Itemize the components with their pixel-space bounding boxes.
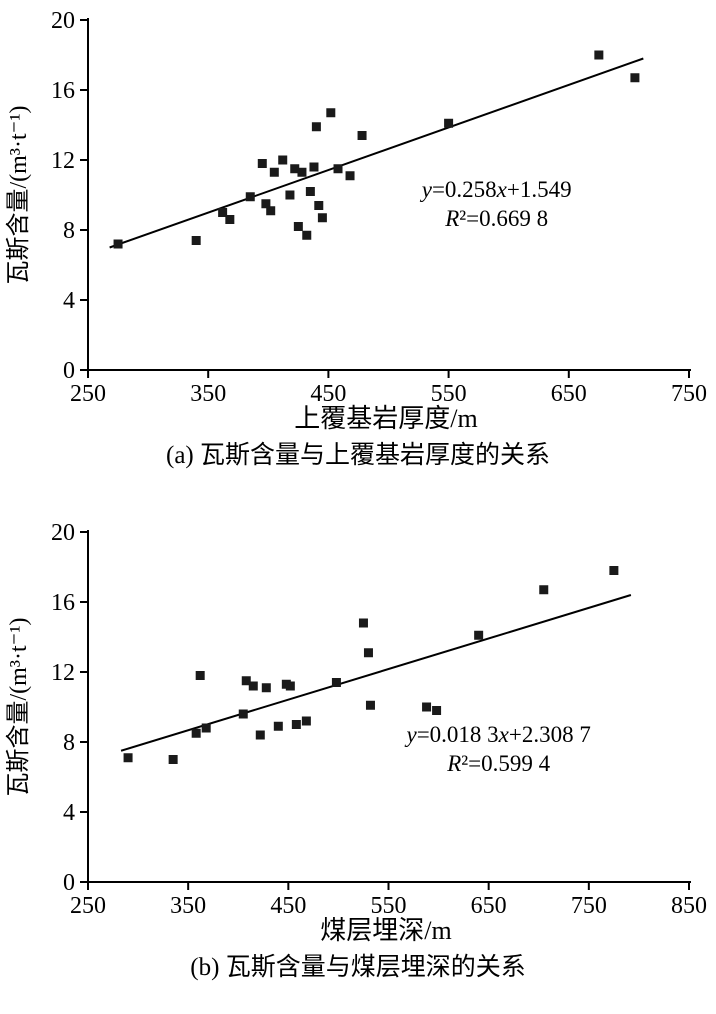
data-point [261, 199, 271, 209]
y-tick-label: 4 [63, 800, 75, 826]
x-tick-label: 350 [190, 381, 226, 402]
data-point [248, 681, 258, 691]
data-point [474, 630, 484, 640]
chart-a-caption: (a) 瓦斯含量与上覆基岩厚度的关系 [166, 442, 550, 469]
x-tick-label: 450 [270, 893, 306, 914]
data-point [630, 73, 640, 83]
x-tick-label: 350 [170, 893, 206, 914]
y-tick-label: 16 [51, 590, 75, 616]
y-tick-label: 20 [51, 520, 75, 546]
y-tick-label: 4 [63, 288, 75, 314]
data-point [539, 585, 549, 595]
data-point [302, 230, 312, 240]
data-point [290, 164, 300, 174]
data-point [357, 131, 367, 140]
data-point [241, 676, 251, 686]
y-axis-title: 瓦斯含量/(m³·t⁻¹) [5, 105, 32, 284]
chart-a-plot-area: 0 4 8 12 16 20 250 350 450 550 650 750 瓦斯含量/(m³·t⁻¹)… [5, 8, 707, 402]
x-tick-label: 650 [551, 381, 587, 402]
y-axis-title: 瓦斯含量/(m³·t⁻¹) [5, 617, 32, 796]
data-point [278, 155, 288, 165]
data-point [195, 671, 205, 680]
equation-label: y=0.018 3x+2.308 7 [404, 722, 590, 747]
data-point [311, 122, 321, 132]
y-tick-label: 20 [51, 8, 75, 34]
x-tick-label: 250 [70, 893, 106, 914]
chart-b-x-axis-title: 煤层埋深/m [320, 916, 452, 945]
x-tick-label: 550 [371, 893, 407, 914]
x-tick-label: 550 [431, 381, 467, 402]
y-tick-label: 8 [63, 730, 75, 756]
data-point [291, 720, 301, 729]
data-point [191, 236, 201, 245]
data-point [225, 215, 235, 224]
r-squared-label: R²=0.599 4 [446, 751, 550, 776]
y-tick-label: 0 [63, 870, 75, 896]
data-point [594, 50, 604, 60]
data-point [309, 162, 319, 172]
data-point [363, 648, 373, 658]
data-point [273, 721, 283, 731]
data-point [113, 239, 123, 249]
data-point [333, 164, 343, 174]
data-point [261, 683, 271, 693]
data-point [444, 118, 454, 128]
data-point [317, 213, 327, 223]
data-point [422, 702, 432, 712]
data-point [305, 187, 315, 196]
trend-line [109, 57, 644, 249]
chart-b-plot-area: 0 4 8 12 16 20 250 350 450 550 650 750 850 瓦斯含量/(m³·t… [5, 520, 707, 914]
x-tick-label: 250 [70, 381, 106, 402]
data-point [314, 201, 324, 210]
data-point [365, 700, 375, 710]
x-tick-label: 750 [571, 893, 607, 914]
data-point [285, 681, 295, 691]
x-tick-label: 750 [671, 381, 707, 402]
data-point [266, 206, 276, 216]
data-point [297, 167, 307, 177]
data-point [609, 566, 619, 575]
x-tick-label: 850 [671, 893, 707, 914]
data-point [326, 108, 336, 118]
data-point [269, 167, 279, 177]
y-tick-label: 12 [51, 148, 75, 174]
data-point [301, 716, 311, 726]
chart-b-caption: (b) 瓦斯含量与煤层埋深的关系 [190, 954, 526, 981]
data-point [358, 618, 368, 628]
data-point [123, 753, 133, 763]
data-point [255, 730, 265, 740]
chart-a: 0 4 8 12 16 20 250 350 450 550 650 750 瓦斯含量/(m³·t⁻¹)… [0, 4, 716, 476]
data-point [331, 678, 341, 687]
chart-b: 0 4 8 12 16 20 250 350 450 550 650 750 850 瓦斯含量/(m³·t… [0, 516, 716, 988]
x-tick-label: 450 [310, 381, 346, 402]
data-point [293, 222, 303, 231]
y-tick-label: 0 [63, 358, 75, 384]
data-point [432, 706, 442, 715]
data-point [257, 159, 267, 168]
x-tick-label: 650 [471, 893, 507, 914]
data-point [238, 709, 248, 719]
data-point [201, 723, 211, 733]
data-point [345, 171, 355, 181]
data-point [285, 190, 295, 200]
data-point [218, 208, 228, 217]
data-point [191, 728, 201, 738]
data-point [168, 755, 178, 764]
chart-a-x-axis-title: 上覆基岩厚度/m [294, 404, 478, 433]
y-tick-label: 12 [51, 660, 75, 686]
data-point [245, 192, 255, 202]
equation-label: y=0.258x+1.549 [420, 177, 572, 202]
y-tick-label: 8 [63, 218, 75, 244]
y-tick-label: 16 [51, 78, 75, 104]
r-squared-label: R²=0.669 8 [444, 206, 548, 231]
